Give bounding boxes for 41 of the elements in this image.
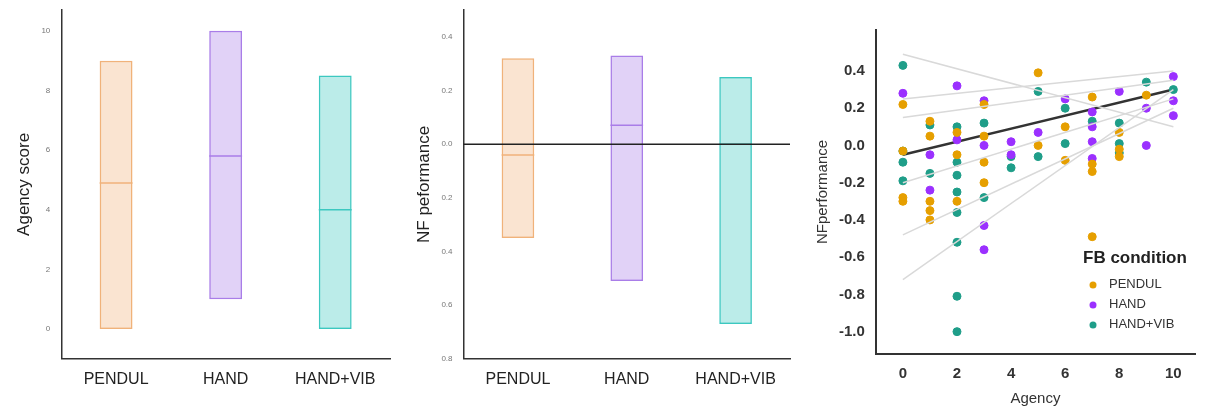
- y-tick-label: -0.4: [838, 210, 866, 228]
- y-tick-label: 10: [41, 26, 51, 36]
- x-tick-label: HAND+VIB: [695, 369, 776, 387]
- y-tick-label: 0.4: [441, 32, 454, 42]
- x-tick-label: HAND+VIB: [294, 369, 376, 387]
- x-tick-label: 8: [1115, 364, 1124, 382]
- y-tick-label: 0.4: [843, 61, 866, 79]
- y-axis-title: NFperformance: [813, 139, 831, 245]
- x-tick-label: 4: [1006, 364, 1016, 382]
- y-tick-label: -1.0: [838, 321, 865, 339]
- y-tick-label: 0.0: [441, 139, 454, 149]
- x-tick-label: HAND: [604, 369, 650, 387]
- y-tick-label: 0.6: [441, 300, 454, 310]
- y-tick-label: 0.4: [441, 246, 454, 256]
- y-tick-label: 2: [45, 264, 51, 274]
- y-tick-label: 0.8: [441, 354, 454, 363]
- y-tick-label: 0.2: [441, 85, 454, 95]
- legend-title: FB condition: [1083, 248, 1187, 268]
- x-tick-label: HAND: [202, 369, 249, 387]
- y-tick-label: 0.2: [843, 98, 865, 116]
- legend-label: PENDUL: [1109, 276, 1162, 292]
- x-tick-label: 0: [898, 364, 908, 382]
- x-tick-label: 2: [952, 364, 962, 382]
- x-tick-label: 10: [1165, 364, 1182, 382]
- y-tick-label: 0.2: [441, 193, 454, 203]
- y-tick-label: 0.0: [843, 135, 865, 153]
- legend-label: HAND: [1109, 296, 1146, 312]
- x-axis-title: Agency: [1010, 389, 1061, 407]
- legend-label: HAND+VIB: [1109, 316, 1175, 332]
- y-tick-label: -0.2: [838, 172, 865, 190]
- y-axis-title: Agency score: [13, 132, 33, 236]
- y-tick-label: 8: [45, 85, 51, 95]
- y-axis-title: NF peformance: [413, 125, 433, 243]
- y-tick-label: 4: [45, 204, 51, 214]
- x-tick-label: PENDUL: [83, 369, 149, 387]
- y-tick-label: 6: [45, 145, 51, 155]
- x-tick-label: PENDUL: [485, 369, 551, 387]
- x-tick-label: 6: [1061, 364, 1070, 382]
- y-tick-label: -0.8: [838, 284, 865, 302]
- y-tick-label: 0: [45, 324, 51, 334]
- y-tick-label: -0.6: [838, 247, 865, 265]
